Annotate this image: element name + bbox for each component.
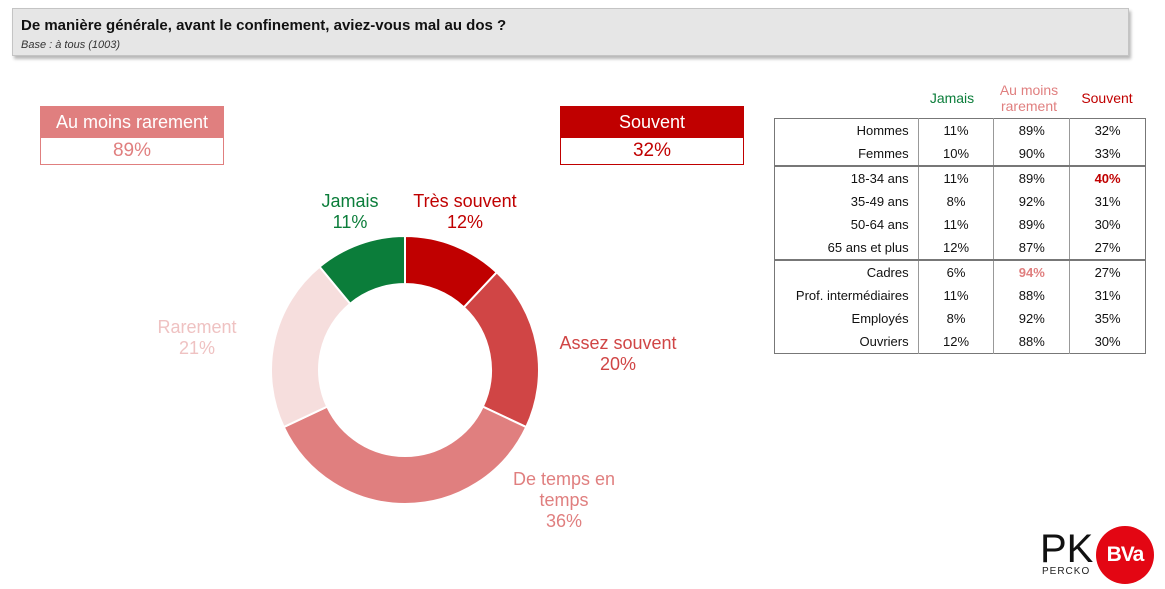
row-label: 65 ans et plus	[774, 236, 919, 260]
cell-souvent: 27%	[1094, 240, 1121, 255]
cell-souvent: 32%	[1094, 123, 1121, 138]
cell-souvent: 33%	[1094, 146, 1121, 161]
kpi-au-moins-rarement: Au moins rarement 89%	[40, 106, 224, 165]
cell-au-moins-rarement-highlight: 94%	[993, 259, 1071, 284]
percko-wordmark: PERCKO	[1042, 566, 1091, 577]
donut-chart	[270, 234, 540, 505]
cell-souvent: 35%	[1094, 311, 1121, 326]
cell-jamais: 11%	[918, 118, 995, 142]
table-row: 35-49 ans 8% 92% 31%	[774, 190, 1146, 213]
kpi-souvent: Souvent 32%	[560, 106, 744, 165]
donut-slice-de-temps-en-temps	[282, 405, 528, 505]
slice-label-de-temps-en-temps: De temps en temps 36%	[500, 469, 628, 532]
table-row: Femmes 10% 90% 33%	[774, 142, 1146, 166]
kpi-souvent-value: 32%	[560, 138, 744, 165]
cell-au-moins-rarement: 90%	[993, 142, 1071, 166]
table-row: Employés 8% 92% 35%	[774, 307, 1146, 330]
slice-label-rarement: Rarement 21%	[136, 317, 258, 359]
kpi-au-moins-rarement-label: Au moins rarement	[40, 106, 224, 138]
cell-jamais: 11%	[918, 165, 995, 190]
row-label: 18-34 ans	[774, 165, 919, 190]
slice-value-de-temps-en-temps: 36%	[545, 511, 583, 531]
row-label: Hommes	[774, 118, 919, 142]
slice-value-tres-souvent: 12%	[446, 212, 484, 232]
cell-jamais: 12%	[918, 330, 995, 354]
cell-au-moins-rarement: 88%	[993, 284, 1071, 307]
cell-jamais: 8%	[918, 307, 995, 330]
bva-logo: BVa	[1096, 526, 1154, 584]
cell-souvent: 27%	[1069, 259, 1146, 284]
table-row: 50-64 ans 11% 89% 30%	[774, 213, 1146, 236]
cell-au-moins-rarement: 92%	[993, 307, 1071, 330]
table-row: 65 ans et plus 12% 87% 27%	[774, 236, 1146, 260]
slice-label-tres-souvent: Très souvent 12%	[392, 191, 538, 233]
cell-jamais: 8%	[918, 190, 995, 213]
row-label: Cadres	[774, 259, 919, 284]
percko-mark: PK	[1040, 527, 1093, 571]
header-au-moins-rarement: Au moins rarement	[999, 82, 1059, 114]
cell-au-moins-rarement: 89%	[993, 213, 1071, 236]
slice-name-de-temps-en-temps: De temps en temps	[512, 469, 616, 510]
table-row: Cadres 6% 94% 27%	[774, 259, 1146, 284]
slice-label-jamais: Jamais 11%	[306, 191, 394, 233]
slice-value-jamais: 11%	[332, 212, 368, 232]
slice-label-assez-souvent: Assez souvent 20%	[544, 333, 692, 375]
row-label: 35-49 ans	[774, 190, 919, 213]
slice-name-rarement: Rarement	[157, 317, 237, 337]
cell-jamais: 10%	[918, 142, 995, 166]
question-title: De manière générale, avant le confinemen…	[21, 17, 507, 34]
slice-name-tres-souvent: Très souvent	[413, 191, 517, 211]
cell-au-moins-rarement: 87%	[993, 236, 1071, 260]
row-label: Femmes	[774, 142, 919, 166]
kpi-souvent-label: Souvent	[560, 106, 744, 138]
slice-name-assez-souvent: Assez souvent	[559, 333, 677, 353]
table-row: 18-34 ans 11% 89% 40%	[774, 165, 1146, 190]
donut-slice-assez-souvent	[462, 270, 540, 429]
cell-souvent: 30%	[1094, 217, 1121, 232]
cell-souvent-highlight: 40%	[1069, 165, 1146, 190]
row-label: Employés	[774, 307, 919, 330]
base-note: Base : à tous (1003)	[21, 39, 121, 51]
segment-table: Hommes 11% 89% 32% Femmes 10% 90% 33% 18…	[774, 118, 1146, 354]
slice-name-jamais: Jamais	[321, 191, 379, 211]
cell-souvent: 31%	[1094, 194, 1121, 209]
kpi-au-moins-rarement-value: 89%	[40, 138, 224, 165]
header-jamais: Jamais	[929, 90, 975, 106]
cell-souvent: 30%	[1094, 334, 1121, 349]
cell-jamais: 6%	[918, 259, 995, 284]
slice-value-rarement: 21%	[178, 338, 216, 358]
row-label: Prof. intermédiaires	[774, 284, 919, 307]
cell-au-moins-rarement: 88%	[993, 330, 1071, 354]
cell-jamais: 12%	[918, 236, 995, 260]
cell-au-moins-rarement: 92%	[993, 190, 1071, 213]
table-row: Prof. intermédiaires 11% 88% 31%	[774, 284, 1146, 307]
cell-jamais: 11%	[918, 213, 995, 236]
row-label: Ouvriers	[774, 330, 919, 354]
chart-header: De manière générale, avant le confinemen…	[12, 8, 1129, 56]
table-row: Ouvriers 12% 88% 30%	[774, 330, 1146, 354]
header-souvent: Souvent	[1081, 90, 1133, 106]
cell-jamais: 11%	[918, 284, 995, 307]
percko-logo: PK	[1040, 527, 1093, 571]
cell-au-moins-rarement: 89%	[993, 118, 1071, 142]
cell-au-moins-rarement: 89%	[993, 165, 1071, 190]
slice-value-assez-souvent: 20%	[599, 354, 637, 374]
cell-souvent: 31%	[1094, 288, 1121, 303]
row-label: 50-64 ans	[774, 213, 919, 236]
donut-slice-jamais	[318, 234, 406, 306]
table-row: Hommes 11% 89% 32%	[774, 118, 1146, 142]
